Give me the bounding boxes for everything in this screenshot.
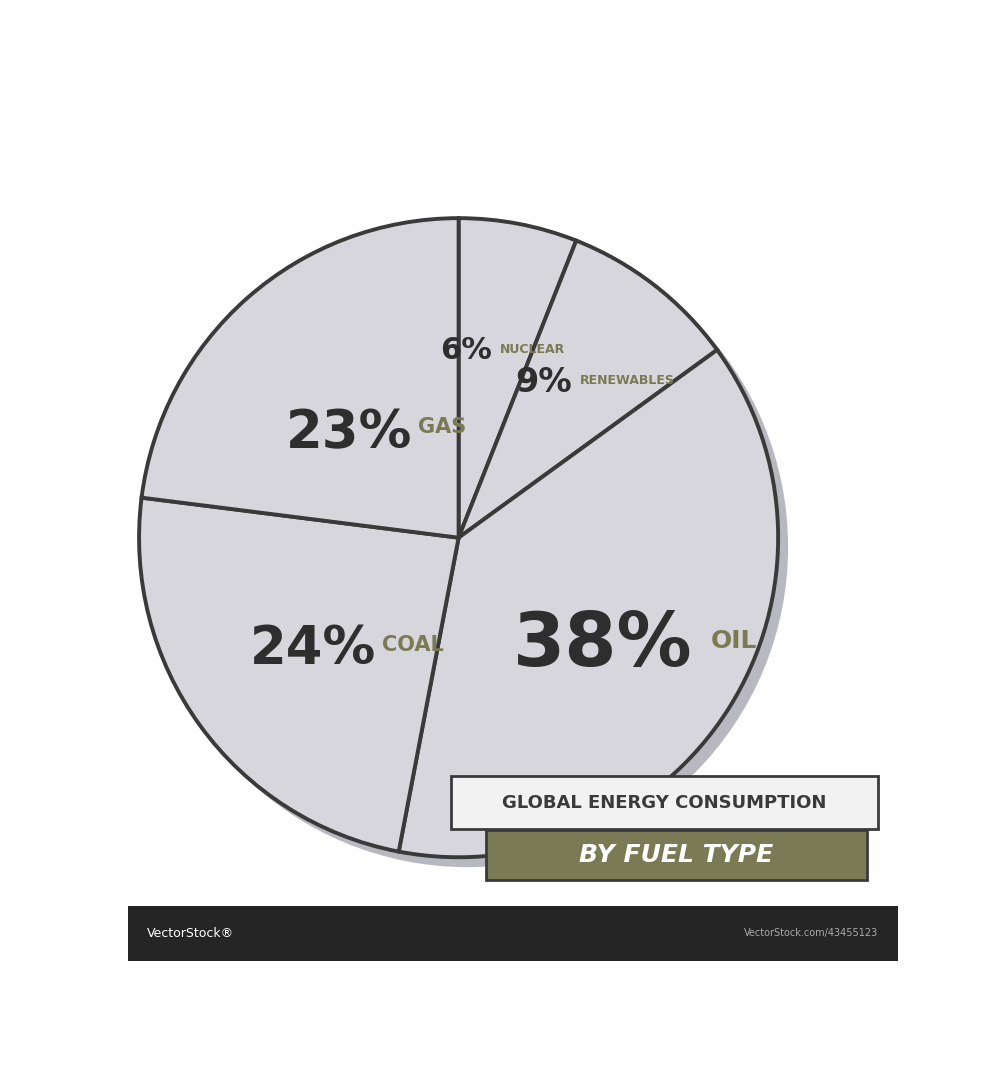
Wedge shape [142,218,459,538]
Text: 6%: 6% [440,336,492,365]
Bar [128,906,898,961]
Text: GLOBAL ENERGY CONSUMPTION: GLOBAL ENERGY CONSUMPTION [502,794,827,811]
Text: VectorStock®: VectorStock® [147,927,234,940]
Text: OIL: OIL [711,629,757,652]
Text: 9%: 9% [516,366,572,399]
Text: BY FUEL TYPE: BY FUEL TYPE [579,843,773,867]
Text: 24%: 24% [249,623,376,675]
Circle shape [148,228,787,866]
Text: 23%: 23% [286,407,412,459]
Text: COAL: COAL [382,635,444,654]
Text: GAS: GAS [418,417,467,437]
Wedge shape [459,218,576,538]
Text: RENEWABLES: RENEWABLES [580,375,675,388]
Wedge shape [139,498,459,852]
Wedge shape [459,241,717,538]
FancyBboxPatch shape [451,777,878,828]
Text: NUCLEAR: NUCLEAR [500,342,565,355]
FancyBboxPatch shape [486,831,867,880]
Text: 38%: 38% [513,609,693,683]
Wedge shape [399,350,778,858]
Text: VectorStock.com/43455123: VectorStock.com/43455123 [744,929,878,939]
